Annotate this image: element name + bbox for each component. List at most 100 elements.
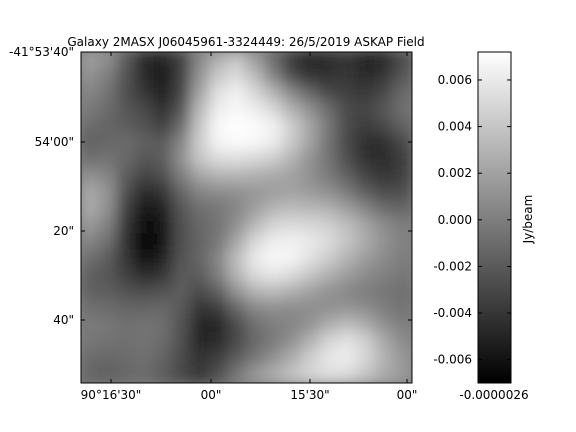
- heatmap-cell: [116, 166, 138, 186]
- colorbar-tick-label: -0.006: [433, 353, 472, 367]
- heatmap-cell: [300, 133, 322, 153]
- heatmap-cell: [135, 199, 156, 219]
- heatmap-cell: [135, 183, 156, 202]
- y-tick-label: 54'00": [35, 135, 74, 149]
- heatmap-cell: [282, 84, 303, 103]
- heatmap-cell: [355, 133, 377, 153]
- heatmap-cell: [300, 365, 322, 383]
- heatmap-cell: [227, 365, 248, 383]
- heatmap-cell: [208, 133, 230, 153]
- heatmap-cell: [98, 282, 119, 302]
- heatmap-cell: [300, 266, 322, 285]
- heatmap-cell: [319, 332, 340, 351]
- heatmap-cell: [171, 52, 193, 70]
- heatmap-cell: [98, 100, 119, 120]
- heatmap-cell: [319, 133, 340, 153]
- heatmap-cell: [227, 199, 248, 219]
- heatmap-cell: [319, 249, 340, 269]
- heatmap-cell: [98, 233, 119, 252]
- heatmap-cell: [300, 233, 322, 252]
- heatmap-cell: [81, 100, 101, 120]
- heatmap-cell: [116, 249, 138, 269]
- heatmap-cell: [337, 249, 358, 269]
- heatmap-cell: [337, 150, 358, 169]
- heatmap-cell: [263, 216, 285, 236]
- heatmap-cell: [263, 133, 285, 153]
- heatmap-cell: [116, 100, 138, 120]
- heatmap-cell: [116, 216, 138, 236]
- heatmap-cell: [116, 299, 138, 318]
- heatmap-cell: [208, 365, 230, 383]
- heatmap-cell: [374, 166, 395, 186]
- heatmap-cell: [282, 150, 303, 169]
- heatmap-cell: [135, 133, 156, 153]
- heatmap-cell: [208, 84, 230, 103]
- heatmap-cell: [282, 332, 303, 351]
- heatmap-cell: [227, 249, 248, 269]
- heatmap-cell: [300, 199, 322, 219]
- heatmap-cell: [208, 52, 230, 70]
- heatmap-cell: [116, 150, 138, 169]
- colorbar: [477, 51, 512, 384]
- heatmap-cell: [392, 249, 412, 269]
- heatmap-cell: [282, 67, 303, 87]
- heatmap-cell: [135, 117, 156, 136]
- heatmap-cell: [153, 282, 174, 302]
- heatmap-cell: [245, 84, 266, 103]
- heatmap-cell: [245, 183, 266, 202]
- heatmap-cell: [245, 249, 266, 269]
- heatmap-cell: [171, 266, 193, 285]
- heatmap-cell: [300, 315, 322, 335]
- heatmap-cell: [355, 199, 377, 219]
- heatmap-cell: [208, 166, 230, 186]
- heatmap-cell: [300, 299, 322, 318]
- heatmap-cell: [300, 183, 322, 202]
- heatmap-cell: [392, 166, 412, 186]
- heatmap-cell: [98, 266, 119, 285]
- heatmap-cell: [319, 199, 340, 219]
- heatmap-cell: [153, 84, 174, 103]
- heatmap-cell: [208, 117, 230, 136]
- heatmap-cell: [190, 52, 211, 70]
- heatmap-cell: [153, 233, 174, 252]
- heatmap-cell: [319, 282, 340, 302]
- heatmap-cell: [337, 133, 358, 153]
- heatmap-cell: [135, 84, 156, 103]
- heatmap-cell: [337, 282, 358, 302]
- heatmap-cell: [263, 249, 285, 269]
- heatmap-cell: [190, 199, 211, 219]
- heatmap-cell: [135, 365, 156, 383]
- heatmap-cell: [263, 266, 285, 285]
- heatmap-cell: [98, 199, 119, 219]
- heatmap-cell: [392, 365, 412, 383]
- heatmap-cell: [374, 233, 395, 252]
- heatmap-cell: [171, 117, 193, 136]
- heatmap-cell: [319, 233, 340, 252]
- heatmap-cell: [208, 199, 230, 219]
- heatmap-cell: [171, 216, 193, 236]
- colorbar-x-tick-label: -0.0000026: [459, 388, 528, 402]
- heatmap-cell: [245, 216, 266, 236]
- heatmap-cell: [171, 365, 193, 383]
- heatmap-cell: [171, 67, 193, 87]
- heatmap-cell: [227, 299, 248, 318]
- heatmap-cell: [98, 216, 119, 236]
- heatmap-cell: [355, 166, 377, 186]
- heatmap-cell: [208, 249, 230, 269]
- heatmap-cell: [355, 282, 377, 302]
- heatmap-cell: [282, 365, 303, 383]
- heatmap-cell: [153, 133, 174, 153]
- heatmap-cell: [190, 233, 211, 252]
- heatmap-cell: [337, 216, 358, 236]
- plot-frame: [80, 51, 413, 384]
- heatmap-cell: [227, 133, 248, 153]
- heatmap-cell: [171, 150, 193, 169]
- heatmap-cell: [81, 249, 101, 269]
- heatmap-cell: [153, 365, 174, 383]
- heatmap-cell: [135, 332, 156, 351]
- heatmap-cell: [171, 183, 193, 202]
- heatmap-cell: [153, 100, 174, 120]
- heatmap-cell: [116, 365, 138, 383]
- heatmap-cell: [153, 150, 174, 169]
- heatmap-cell: [190, 166, 211, 186]
